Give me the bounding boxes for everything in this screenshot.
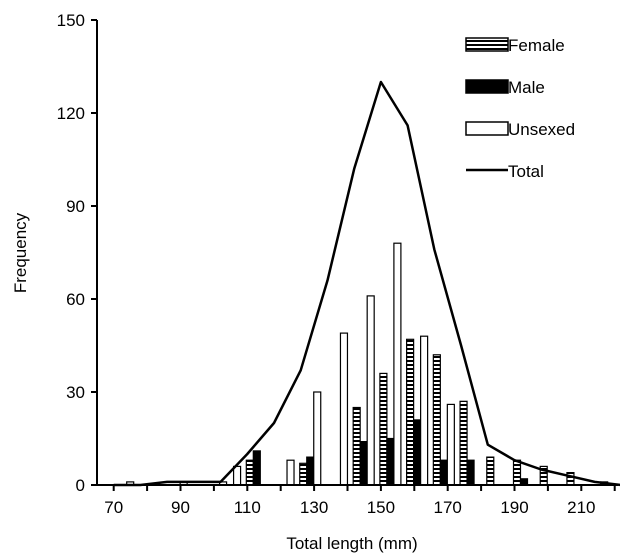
- y-tick-label: 90: [66, 197, 85, 216]
- bar-female: [245, 459, 254, 486]
- bar-unsexed: [339, 332, 349, 486]
- bar-male: [359, 441, 368, 486]
- legend-label-unsexed: Unsexed: [508, 120, 575, 139]
- y-tick-label: 120: [57, 104, 85, 123]
- legend-item-male: Male: [465, 78, 545, 97]
- total-line: [113, 80, 620, 487]
- bar-unsexed: [313, 391, 322, 486]
- bar-female: [299, 462, 308, 486]
- bar-male: [466, 459, 475, 486]
- y-tick-label: 30: [66, 383, 85, 402]
- x-ticks: 7090110130150170190210230: [104, 485, 616, 517]
- bar-unsexed: [232, 465, 242, 486]
- axes: [96, 20, 618, 486]
- bar-female: [486, 456, 495, 486]
- legend-label-total: Total: [508, 162, 544, 181]
- legend-label-male: Male: [508, 78, 545, 97]
- x-tick-label: 90: [171, 498, 190, 517]
- bar-female: [512, 459, 522, 486]
- y-axis-title: Frequency: [11, 212, 30, 293]
- bars-layer: [126, 242, 609, 486]
- bar-female: [379, 372, 388, 486]
- y-tick-label: 60: [66, 290, 85, 309]
- x-tick-label: 110: [234, 498, 261, 517]
- y-tick-label: 0: [76, 476, 85, 495]
- legend: Female Male Unsexed Total: [465, 36, 575, 181]
- x-tick-label: 130: [300, 498, 328, 517]
- bar-female: [432, 354, 441, 486]
- bar-male: [386, 437, 395, 486]
- x-tick-label: 70: [104, 498, 123, 517]
- bar-unsexed: [286, 459, 295, 486]
- legend-swatch-male: [465, 79, 509, 94]
- y-tick-label: 150: [57, 11, 85, 30]
- legend-swatch-unsexed: [465, 121, 509, 136]
- bar-male: [306, 456, 315, 486]
- legend-item-female: Female: [465, 36, 565, 55]
- bar-unsexed: [420, 335, 429, 486]
- x-tick-label: 150: [367, 498, 395, 517]
- bar-female: [406, 338, 415, 486]
- x-tick-label: 170: [434, 498, 462, 517]
- x-tick-label: 210: [567, 498, 595, 517]
- legend-swatch-female: [465, 37, 509, 52]
- bar-unsexed: [446, 403, 455, 486]
- bar-male: [439, 459, 448, 486]
- bar-male: [413, 419, 422, 486]
- x-axis-title: Total length (mm): [286, 534, 417, 553]
- bar-unsexed: [393, 242, 402, 486]
- legend-item-total: Total: [466, 162, 544, 181]
- legend-label-female: Female: [508, 36, 565, 55]
- bar-female: [352, 406, 361, 486]
- bar-unsexed: [366, 295, 375, 486]
- x-tick-label: 190: [500, 498, 528, 517]
- bar-female: [459, 400, 468, 486]
- legend-item-unsexed: Unsexed: [465, 120, 575, 139]
- y-ticks: 0 30 60 90 120 150: [57, 11, 97, 495]
- line-layer: [113, 80, 620, 487]
- bar-male: [252, 450, 261, 486]
